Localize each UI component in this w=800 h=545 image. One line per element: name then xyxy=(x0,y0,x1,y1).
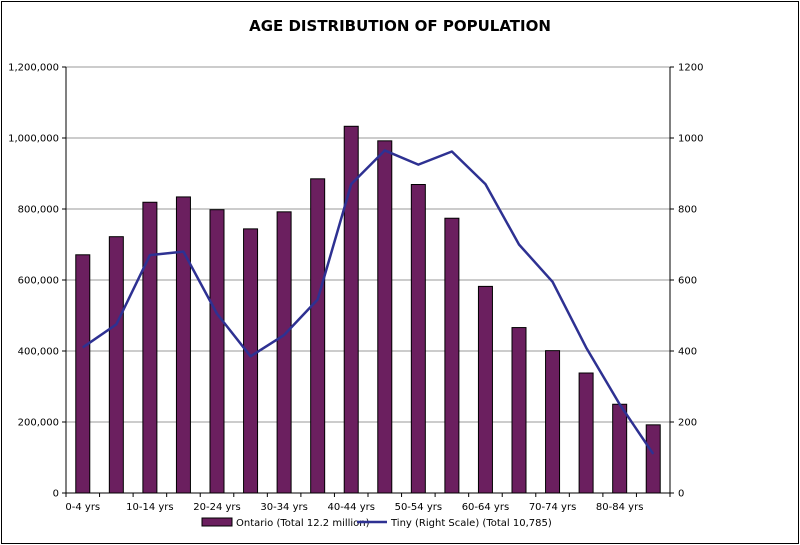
right-axis-tick-label: 400 xyxy=(678,347,697,358)
legend-swatch-ontario xyxy=(201,517,233,527)
legend: Ontario (Total 12.2 million) Tiny (Right … xyxy=(201,517,552,529)
left-axis-tick-label: 600,000 xyxy=(18,276,59,287)
x-axis-tick-label: 50-54 yrs xyxy=(395,502,442,513)
legend-label-tiny: Tiny (Right Scale) (Total 10,785) xyxy=(390,518,552,529)
gridlines xyxy=(66,66,670,423)
bar xyxy=(142,201,158,494)
left-axis-tick-label: 400,000 xyxy=(18,347,59,358)
bar xyxy=(243,228,259,494)
bar xyxy=(511,327,527,494)
right-axis-tick-label: 1000 xyxy=(678,134,703,145)
bar xyxy=(377,140,393,494)
axes: 0 200,000 400,000 600,000 800,000 1,000,000 1,… xyxy=(8,63,703,514)
bar xyxy=(310,178,326,494)
series-line xyxy=(82,149,655,455)
bar xyxy=(612,403,628,494)
bar xyxy=(75,254,91,494)
line-series xyxy=(82,149,655,455)
right-axis-tick-label: 0 xyxy=(678,489,684,500)
bar xyxy=(578,372,594,494)
bar xyxy=(175,196,191,494)
bar xyxy=(645,424,661,494)
x-axis-tick-label: 80-84 yrs xyxy=(596,502,643,513)
bar xyxy=(444,217,460,494)
x-axis-tick-label: 40-44 yrs xyxy=(327,502,374,513)
left-axis-tick-label: 800,000 xyxy=(18,205,59,216)
bar xyxy=(343,125,359,494)
bar xyxy=(477,285,493,494)
left-axis-tick-label: 1,000,000 xyxy=(8,134,59,145)
left-axis-tick-label: 0 xyxy=(53,489,59,500)
x-axis-tick-label: 20-24 yrs xyxy=(193,502,240,513)
x-axis-tick-label: 30-34 yrs xyxy=(260,502,307,513)
right-axis-tick-label: 1200 xyxy=(678,63,703,74)
bar-series xyxy=(75,125,661,494)
x-axis-tick-label: 70-74 yrs xyxy=(529,502,576,513)
x-axis-tick-label: 0-4 yrs xyxy=(65,502,100,513)
bar xyxy=(276,211,292,494)
right-axis-tick-label: 600 xyxy=(678,276,697,287)
right-axis-tick-label: 200 xyxy=(678,418,697,429)
bar xyxy=(108,236,124,494)
bar xyxy=(209,209,225,494)
bar xyxy=(410,184,426,494)
left-axis-tick-label: 1,200,000 xyxy=(8,63,59,74)
right-axis-tick-label: 800 xyxy=(678,205,697,216)
x-axis-tick-label: 10-14 yrs xyxy=(126,502,173,513)
bar xyxy=(545,350,561,494)
legend-label-ontario: Ontario (Total 12.2 million) xyxy=(236,518,370,529)
x-axis-tick-label: 60-64 yrs xyxy=(462,502,509,513)
left-axis-tick-label: 200,000 xyxy=(18,418,59,429)
chart-title: AGE DISTRIBUTION OF POPULATION xyxy=(249,17,551,35)
